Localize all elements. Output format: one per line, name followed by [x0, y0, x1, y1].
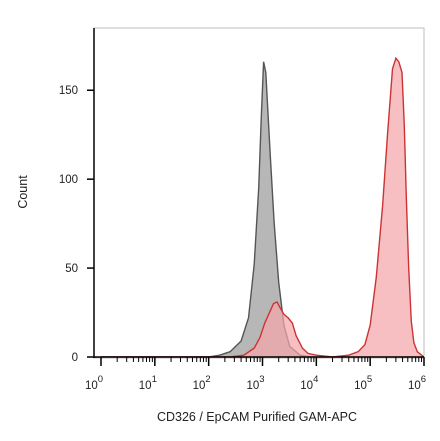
y-tick-label: 100	[59, 174, 78, 186]
x-axis-title: CD326 / EpCAM Purified GAM-APC	[157, 410, 357, 424]
y-tick-label: 50	[65, 263, 78, 275]
ticks-layer: 0 50 100 150 100 101 102 103 104 105 106	[59, 85, 426, 392]
y-axis-title: Count	[16, 175, 30, 209]
x-tick-label: 103	[246, 374, 264, 392]
x-tick-label: 106	[408, 374, 426, 392]
x-tick-label: 100	[85, 374, 103, 392]
series-2-outline	[101, 56, 425, 358]
x-tick-label: 102	[193, 374, 211, 392]
series-1-area	[101, 61, 424, 358]
x-tick-label: 104	[300, 374, 318, 392]
x-tick-label: 105	[354, 374, 372, 392]
y-tick-label: 150	[59, 85, 78, 97]
series-layer	[101, 56, 425, 358]
x-tick-label: 101	[139, 374, 157, 392]
y-tick-label: 0	[72, 352, 78, 364]
